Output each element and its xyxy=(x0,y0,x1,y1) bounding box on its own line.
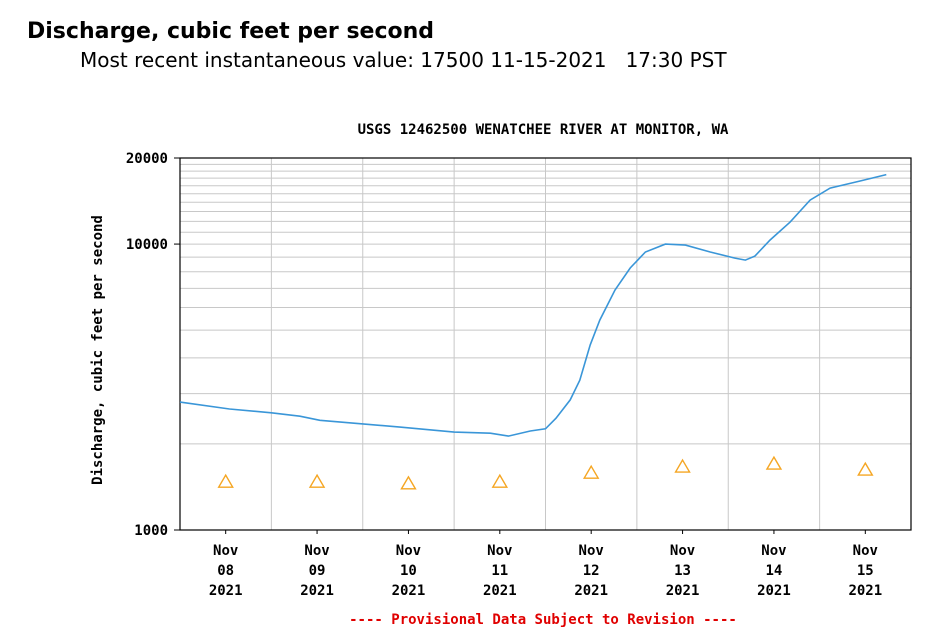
triangle-marker xyxy=(400,475,417,490)
x-tick-label-line: Nov xyxy=(670,543,695,559)
triangle-marker xyxy=(674,458,691,473)
x-tick-label-line: Nov xyxy=(853,543,878,559)
x-tick-label-line: 2021 xyxy=(392,583,426,599)
footer-note: ---- Provisional Data Subject to Revisio… xyxy=(349,612,737,628)
y-axis-label: Discharge, cubic feet per second xyxy=(90,215,106,485)
x-tick-label-line: Nov xyxy=(579,543,604,559)
x-tick-label-line: 12 xyxy=(583,563,600,579)
x-tick-label-line: 10 xyxy=(400,563,417,579)
y-tick-label: 1000 xyxy=(134,523,168,539)
x-tick-label-line: 2021 xyxy=(757,583,791,599)
x-tick-label-line: 2021 xyxy=(848,583,882,599)
page-title: Discharge, cubic feet per second xyxy=(27,19,434,44)
x-tick-label: Nov 11 2021 xyxy=(483,543,517,599)
x-tick-label: Nov 12 2021 xyxy=(574,543,608,599)
y-tick-label: 20000 xyxy=(126,151,168,167)
x-tick-label-line: 2021 xyxy=(209,583,243,599)
x-tick-label: Nov 13 2021 xyxy=(666,543,700,599)
x-tick-label-line: 2021 xyxy=(666,583,700,599)
x-tick-label-line: Nov xyxy=(304,543,329,559)
triangle-marker xyxy=(491,473,509,488)
triangle-marker xyxy=(582,464,600,479)
x-tick-label: Nov 08 2021 xyxy=(209,543,243,599)
triangle-marker xyxy=(217,473,234,488)
x-tick-label-line: 11 xyxy=(491,563,508,579)
x-tick-label-line: 2021 xyxy=(574,583,608,599)
x-tick-label-line: 13 xyxy=(674,563,691,579)
x-tick-label-line: 15 xyxy=(857,563,874,579)
x-tick-label: Nov 09 2021 xyxy=(300,543,334,599)
chart-title: USGS 12462500 WENATCHEE RIVER AT MONITOR… xyxy=(358,122,729,138)
x-tick-label-line: 14 xyxy=(766,563,783,579)
x-tick-label-line: 09 xyxy=(309,563,326,579)
x-tick-label-line: 2021 xyxy=(483,583,517,599)
x-tick-label: Nov 15 2021 xyxy=(848,543,882,599)
x-tick-label: Nov 14 2021 xyxy=(757,543,791,599)
x-tick-label-line: 08 xyxy=(217,563,234,579)
x-tick-label-line: Nov xyxy=(487,543,512,559)
page-subtitle: Most recent instantaneous value: 17500 1… xyxy=(80,48,727,72)
x-tick-label-line: Nov xyxy=(213,543,238,559)
x-tick-label-line: Nov xyxy=(396,543,421,559)
x-tick-label-line: 2021 xyxy=(300,583,334,599)
triangle-marker xyxy=(857,461,874,476)
triangle-marker xyxy=(765,455,783,470)
plot-frame xyxy=(179,157,912,531)
triangle-marker xyxy=(308,473,326,488)
y-tick-label: 10000 xyxy=(126,237,168,253)
data-line xyxy=(179,173,887,437)
x-tick-label: Nov 10 2021 xyxy=(392,543,426,599)
x-tick-label-line: Nov xyxy=(761,543,786,559)
